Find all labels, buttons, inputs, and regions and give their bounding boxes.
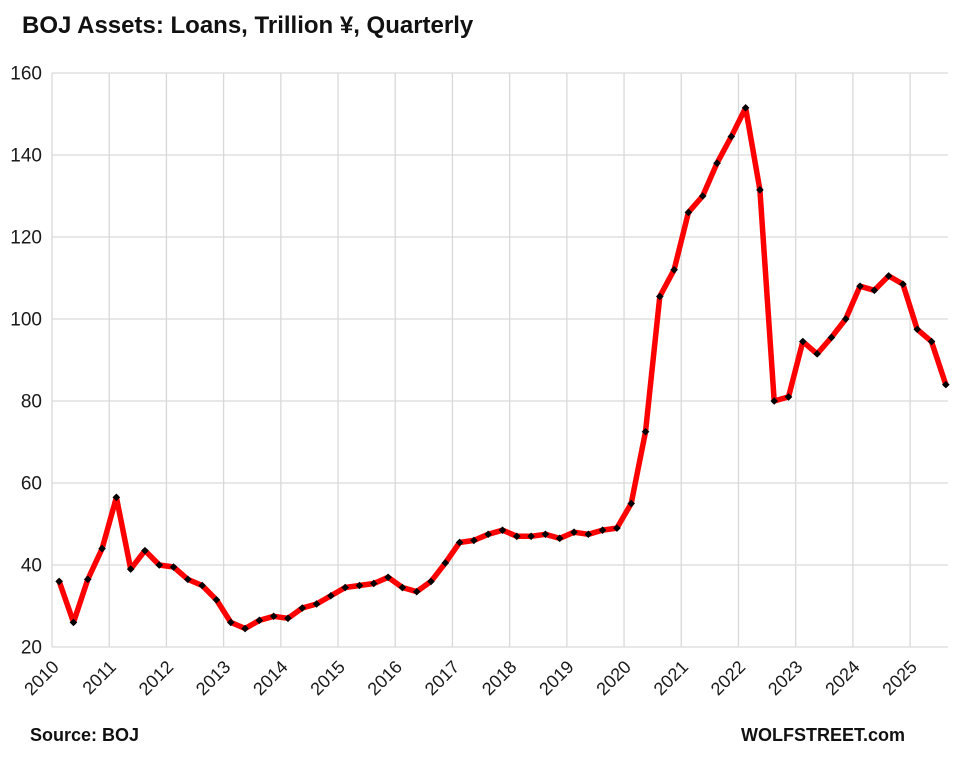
- x-gridlines: [51, 73, 911, 647]
- data-point-marker: [784, 393, 793, 401]
- y-tick-label: 100: [10, 310, 42, 331]
- data-point-marker: [856, 282, 864, 290]
- y-tick-label: 80: [21, 392, 42, 413]
- data-point-marker: [398, 583, 407, 592]
- x-tick-label: 2019: [535, 657, 577, 699]
- data-point-marker: [627, 499, 636, 508]
- data-point-marker: [284, 614, 292, 623]
- data-point-marker: [241, 624, 249, 633]
- x-tick-label: 2023: [764, 657, 806, 699]
- data-point-marker: [570, 528, 578, 536]
- data-point-marker: [927, 337, 936, 346]
- data-point-marker: [770, 397, 779, 405]
- data-point-marker: [484, 530, 492, 539]
- data-point-marker: [884, 272, 893, 280]
- data-point-marker: [155, 561, 164, 569]
- data-point-marker: [527, 532, 535, 541]
- data-point-marker: [799, 337, 807, 346]
- data-point-marker: [470, 536, 478, 545]
- data-point-marker: [870, 286, 879, 295]
- data-point-marker: [756, 186, 764, 194]
- y-tick-label: 20: [21, 638, 42, 659]
- wolfstreet-brand: WOLFSTREET.com: [740, 725, 905, 745]
- data-point-marker: [727, 132, 736, 141]
- data-point-marker: [513, 532, 521, 541]
- data-point-marker: [312, 600, 321, 608]
- chart-title: BOJ Assets: Loans, Trillion ¥, Quarterly: [22, 12, 474, 39]
- data-point-marker: [412, 587, 421, 596]
- data-point-marker: [684, 208, 693, 217]
- x-tick-label: 2025: [878, 657, 920, 699]
- data-point-marker: [198, 581, 206, 590]
- data-point-marker: [899, 280, 907, 288]
- data-point-marker: [613, 524, 621, 532]
- data-point-marker: [427, 577, 435, 586]
- data-point-marker: [98, 544, 106, 553]
- data-point-marker: [83, 575, 92, 584]
- y-tick-label: 60: [21, 474, 42, 495]
- x-tick-label: 2017: [421, 657, 463, 699]
- data-point-marker: [698, 192, 707, 200]
- data-point-marker: [713, 159, 721, 167]
- data-point-marker: [184, 575, 192, 584]
- data-point-marker: [141, 546, 149, 555]
- x-tick-label: 2018: [478, 657, 520, 699]
- data-point-marker: [741, 104, 750, 112]
- data-point-marker: [69, 618, 78, 627]
- x-tick-label: 2016: [364, 657, 406, 699]
- data-point-marker: [555, 534, 564, 543]
- data-point-marker: [541, 530, 550, 539]
- data-point-marker: [126, 565, 135, 573]
- x-tick-label: 2013: [192, 657, 234, 699]
- data-point-marker: [670, 266, 678, 274]
- y-tick-label: 140: [10, 146, 42, 167]
- data-point-marker: [384, 573, 392, 582]
- data-point-marker: [341, 583, 349, 592]
- source-label: Source: BOJ: [30, 725, 140, 745]
- data-point-marker: [942, 380, 950, 389]
- y-tick-label: 40: [21, 556, 42, 577]
- data-point-marker: [598, 526, 607, 534]
- data-point-marker: [913, 325, 922, 334]
- y-tick-label: 160: [10, 64, 42, 85]
- data-point-marker: [369, 579, 378, 588]
- x-tick-label: 2021: [650, 657, 692, 699]
- data-point-marker: [298, 604, 307, 612]
- data-point-marker: [55, 577, 63, 586]
- data-point-marker: [641, 427, 650, 436]
- data-point-marker: [355, 581, 364, 590]
- data-point-marker: [169, 563, 178, 571]
- chart-footer: Source: BOJ WOLFSTREET.com: [0, 723, 957, 753]
- data-point-marker: [269, 612, 278, 621]
- y-axis-tick-labels: 20 40 60 80 100 120 140 160: [10, 64, 42, 659]
- x-tick-label: 2014: [249, 657, 291, 699]
- x-tick-label: 2012: [135, 657, 177, 699]
- data-point-marker: [255, 616, 264, 625]
- x-tick-label: 2020: [592, 657, 634, 699]
- data-point-marker: [212, 596, 221, 604]
- data-point-marker: [656, 292, 664, 301]
- data-point-marker: [226, 618, 235, 627]
- data-point-marker: [498, 526, 507, 534]
- y-gridlines: [52, 72, 948, 648]
- data-point-marker: [441, 559, 450, 567]
- data-point-marker: [841, 315, 850, 323]
- data-point-marker: [327, 591, 335, 600]
- x-axis-tick-labels: 2010 2011 2012 2013 2014 2015 2016 2017 2018 2019…: [20, 657, 921, 699]
- data-point-marker: [813, 350, 821, 358]
- series-line: [56, 105, 949, 632]
- y-tick-label: 120: [10, 228, 42, 249]
- series-markers: [55, 104, 950, 633]
- data-point-marker: [827, 333, 836, 342]
- x-tick-label: 2010: [20, 657, 62, 699]
- data-point-marker: [584, 530, 593, 539]
- x-tick-label: 2022: [707, 657, 749, 699]
- x-tick-label: 2015: [306, 657, 348, 699]
- data-point-marker: [112, 493, 121, 502]
- x-tick-label: 2024: [821, 657, 863, 699]
- data-point-marker: [455, 538, 464, 547]
- x-tick-label: 2011: [79, 657, 121, 699]
